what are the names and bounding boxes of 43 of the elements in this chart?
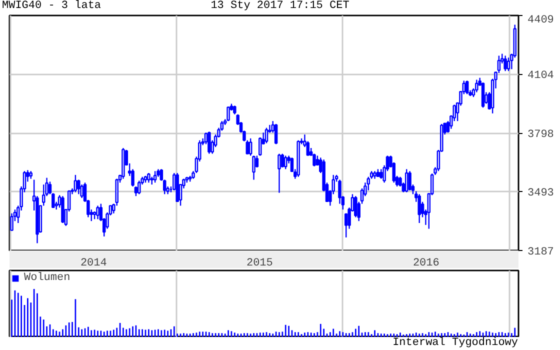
candlestick	[226, 106, 230, 122]
candlestick	[408, 170, 412, 191]
candlestick	[354, 195, 358, 218]
candlestick	[481, 82, 485, 108]
y-tick-label: 4104	[528, 70, 554, 82]
candlestick	[504, 55, 507, 72]
candlestick	[252, 155, 256, 180]
chart-title: MWIG40 - 3 lata	[2, 0, 102, 13]
candlestick	[264, 127, 268, 144]
y-tick-label: 3187	[528, 246, 554, 258]
candlestick	[278, 153, 281, 194]
candlestick	[74, 174, 78, 193]
candlestick	[312, 153, 316, 167]
candlestick	[248, 138, 252, 156]
candlestick	[96, 205, 100, 220]
chart-subtitle: 13 Sty 2017 17:15 CET	[210, 0, 350, 13]
candlestick	[506, 57, 510, 72]
candlestick	[153, 170, 157, 184]
candlestick	[465, 80, 469, 95]
candlestick	[208, 131, 211, 154]
candlestick	[274, 123, 278, 145]
candlestick	[344, 212, 348, 238]
candlestick	[134, 186, 138, 197]
x-tick-label: 2016	[412, 258, 440, 270]
x-tick-label: 2015	[246, 258, 273, 270]
candlestick	[77, 179, 80, 195]
candlestick	[138, 180, 141, 195]
candlestick	[418, 194, 421, 224]
candlestick	[258, 136, 262, 156]
legend-label: Wolumen	[24, 272, 70, 284]
y-tick-label: 3493	[528, 188, 554, 200]
y-tick-label: 3798	[528, 129, 554, 141]
candlestick	[284, 155, 288, 170]
candlestick	[475, 79, 478, 93]
candlestick	[10, 212, 14, 232]
candlestick	[147, 172, 150, 184]
x-tick-label: 2014	[80, 258, 108, 270]
candlestick	[380, 168, 383, 180]
y-tick-label: 4409	[528, 14, 554, 26]
candlestick	[404, 168, 408, 193]
candlestick	[280, 153, 284, 168]
candlestick	[80, 184, 84, 199]
annotation: Interwal Tygodniowy	[392, 337, 518, 350]
